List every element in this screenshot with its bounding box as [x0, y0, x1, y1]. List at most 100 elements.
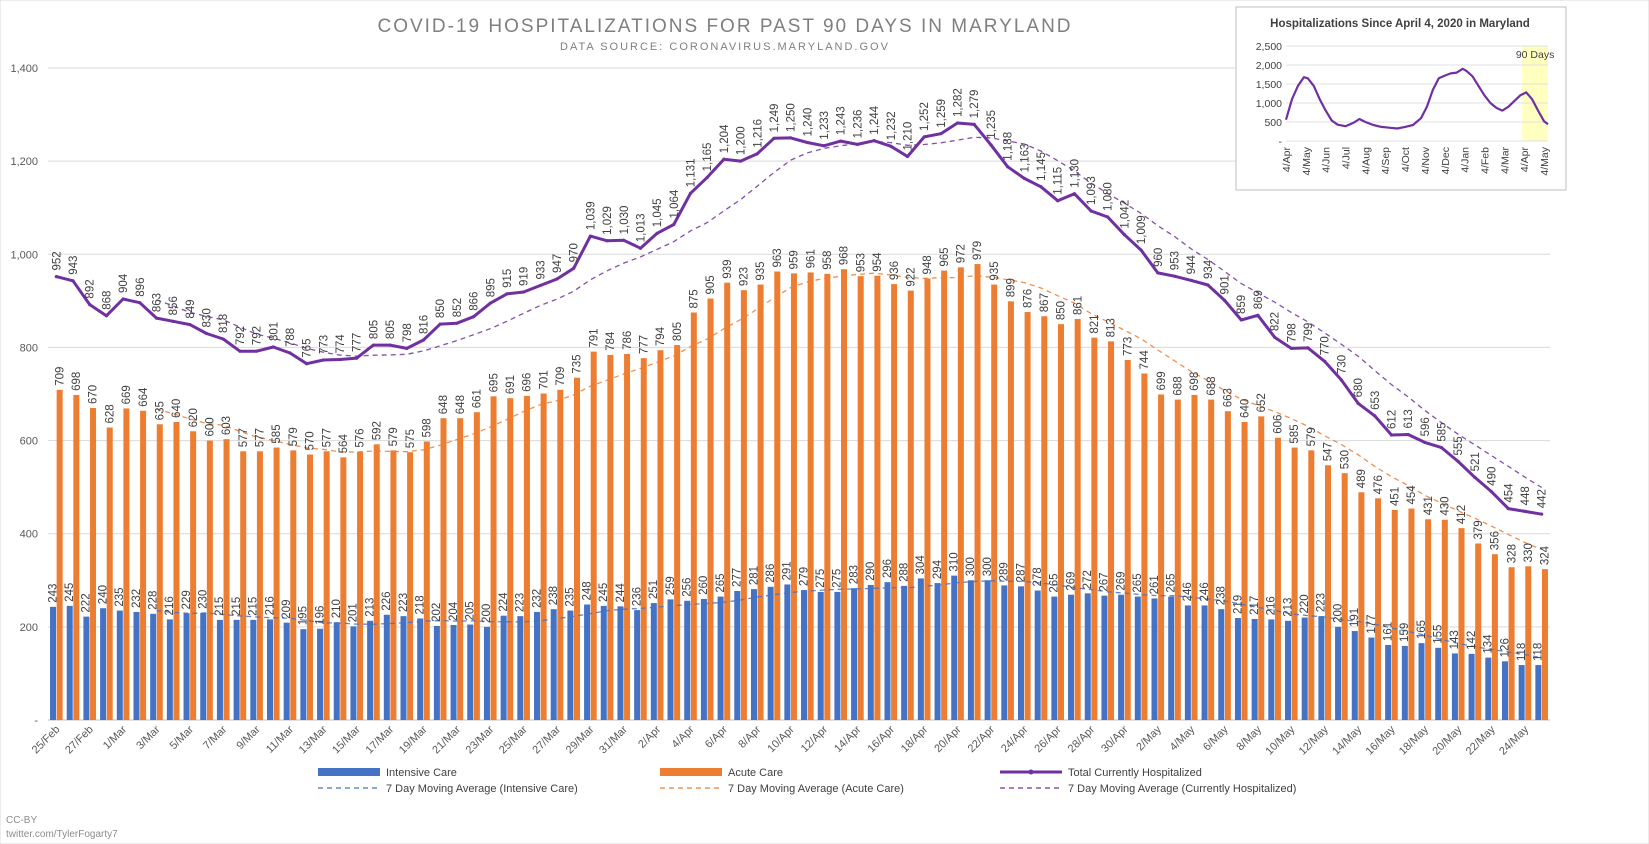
- data-label-acute-care: 577: [321, 428, 333, 447]
- lines: [54, 121, 1544, 659]
- bar-intensive-care: [1134, 596, 1141, 720]
- bar-intensive-care: [233, 619, 240, 720]
- inset-x-tick-label: 4/Jun: [1321, 147, 1333, 173]
- bar-acute-care: [857, 276, 864, 720]
- total-hospitalized-point: [1056, 199, 1060, 203]
- data-label-intensive-care: 232: [531, 589, 543, 608]
- bar-intensive-care: [1435, 647, 1442, 720]
- bar-intensive-care: [650, 603, 657, 720]
- bar-intensive-care: [500, 615, 507, 720]
- bar-acute-care: [1224, 411, 1231, 720]
- total-hospitalized-point: [54, 275, 58, 279]
- bar-intensive-care: [951, 575, 958, 720]
- data-label-total-hospitalized: 1,252: [919, 102, 931, 131]
- bar-intensive-care: [116, 610, 123, 720]
- data-label-acute-care: 669: [121, 385, 133, 404]
- bar-acute-care: [540, 393, 547, 720]
- bar-intensive-care: [851, 588, 858, 720]
- bar-acute-care: [774, 271, 781, 720]
- total-hospitalized-point: [955, 121, 960, 125]
- data-label-total-hospitalized: 934: [1203, 259, 1215, 279]
- data-label-intensive-care: 279: [798, 567, 810, 586]
- data-label-acute-care: 606: [1273, 415, 1285, 434]
- bar-intensive-care: [1518, 665, 1525, 720]
- bar-acute-care: [1458, 528, 1465, 720]
- data-label-total-hospitalized: 892: [85, 279, 97, 298]
- total-hospitalized-point: [305, 362, 309, 366]
- total-hospitalized-point: [1006, 165, 1010, 169]
- total-hospitalized-point: [371, 343, 376, 347]
- bar-intensive-care: [433, 625, 440, 720]
- data-label-acute-care: 698: [71, 372, 83, 391]
- data-label-intensive-care: 245: [64, 583, 76, 602]
- data-label-acute-care: 476: [1373, 475, 1385, 494]
- total-hospitalized-point: [1456, 459, 1460, 464]
- data-label-intensive-care: 235: [114, 587, 126, 606]
- bar-acute-care: [473, 412, 480, 720]
- data-label-total-hospitalized: 1,039: [585, 201, 597, 230]
- bar-intensive-care: [534, 611, 541, 720]
- data-label-intensive-care: 204: [448, 601, 460, 621]
- data-label-total-hospitalized: 859: [1236, 295, 1248, 314]
- bar-acute-care: [173, 421, 180, 720]
- total-hospitalized-point: [1039, 185, 1043, 189]
- data-label-acute-care: 735: [572, 355, 584, 374]
- bar-acute-care: [807, 272, 814, 720]
- legend-label: Acute Care: [728, 767, 783, 779]
- total-hospitalized-point: [1089, 209, 1093, 213]
- bar-acute-care: [1525, 566, 1532, 720]
- bar-acute-care: [1041, 316, 1048, 720]
- data-label-acute-care: 324: [1540, 545, 1552, 565]
- data-label-total-hospitalized: 770: [1320, 336, 1332, 355]
- total-hospitalized-point: [438, 322, 442, 326]
- data-label-total-hospitalized: 933: [535, 260, 547, 279]
- bar-acute-care: [140, 410, 147, 720]
- bar-acute-care: [1491, 554, 1498, 720]
- legend-label: 7 Day Moving Average (Acute Care): [728, 783, 904, 795]
- data-label-total-hospitalized: 799: [1303, 323, 1315, 342]
- data-label-intensive-care: 310: [949, 552, 961, 571]
- data-label-acute-care: 454: [1406, 485, 1418, 505]
- data-label-total-hospitalized: 1,210: [902, 122, 914, 151]
- data-label-acute-care: 696: [522, 373, 534, 392]
- data-label-intensive-care: 286: [765, 564, 777, 583]
- y-tick-label: 200: [20, 622, 38, 634]
- data-label-acute-care: 961: [805, 249, 817, 268]
- bar-acute-care: [323, 451, 330, 720]
- bar-intensive-care: [1068, 594, 1075, 720]
- data-label-acute-care: 688: [1206, 376, 1218, 395]
- credit-twitter: twitter.com/TylerFogarty7: [6, 829, 118, 840]
- total-hospitalized-point: [705, 175, 709, 180]
- data-label-acute-care: 709: [555, 367, 567, 386]
- data-label-total-hospitalized: 774: [335, 334, 347, 354]
- bar-intensive-care: [1335, 626, 1342, 720]
- bar-acute-care: [1007, 301, 1014, 720]
- data-label-total-hospitalized: 1,093: [1086, 176, 1098, 205]
- bar-acute-care: [440, 418, 447, 720]
- inset-x-tick-label: 4/May: [1301, 146, 1313, 175]
- data-label-acute-care: 577: [238, 428, 250, 447]
- data-label-intensive-care: 288: [898, 563, 910, 582]
- total-hospitalized-point: [188, 323, 192, 327]
- bar-acute-care: [256, 451, 263, 720]
- total-hospitalized-point: [88, 302, 92, 307]
- bar-intensive-care: [1118, 594, 1125, 720]
- bar-intensive-care: [1101, 595, 1108, 720]
- data-label-acute-care: 489: [1356, 469, 1368, 488]
- bar-acute-care: [557, 389, 564, 720]
- bar-acute-care: [1208, 399, 1215, 720]
- bar-intensive-care: [1218, 609, 1225, 720]
- data-label-acute-care: 575: [405, 429, 417, 448]
- total-hospitalized-point: [522, 290, 526, 294]
- data-label-intensive-care: 243: [47, 584, 59, 603]
- data-label-acute-care: 701: [538, 370, 550, 389]
- bar-intensive-care: [1251, 618, 1258, 720]
- data-label-total-hospitalized: 805: [368, 320, 380, 339]
- bar-intensive-care: [1535, 665, 1542, 720]
- y-tick-label: 400: [20, 529, 38, 541]
- data-label-intensive-care: 277: [732, 568, 744, 587]
- bar-intensive-care: [1084, 593, 1091, 720]
- total-hospitalized-point: [672, 222, 676, 227]
- data-label-intensive-care: 223: [1316, 593, 1328, 612]
